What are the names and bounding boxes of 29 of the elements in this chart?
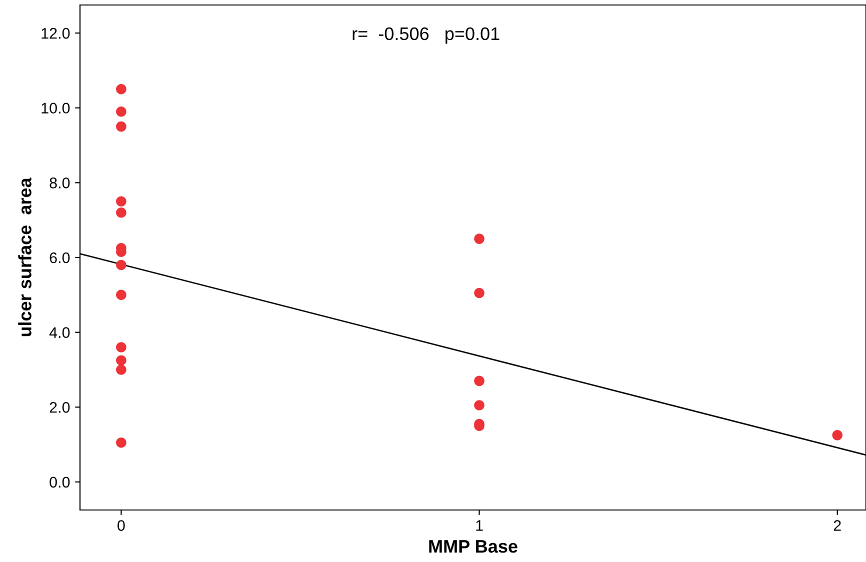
y-tick-label: 8.0: [50, 178, 70, 188]
point: [116, 196, 126, 207]
annotation: r= -0.506 p=0.01: [352, 27, 500, 44]
y-tick-label: 10.0: [42, 102, 70, 114]
point: [474, 288, 484, 298]
y-tick-label: 12.0: [42, 28, 70, 39]
point: [474, 376, 484, 386]
point: [474, 234, 484, 244]
point: [832, 430, 843, 440]
point: [116, 207, 126, 218]
y-tick-label: 6.0: [50, 252, 70, 264]
point: [116, 121, 126, 132]
y-tick-label: 4.0: [49, 327, 70, 338]
point: [116, 355, 126, 366]
point: [116, 364, 126, 375]
point: [116, 438, 126, 448]
point: [116, 260, 126, 270]
y-tick-label: 0.0: [50, 476, 70, 488]
y-axis-title: ulcer surface area: [18, 178, 32, 336]
x-tick-label: 2: [834, 520, 841, 531]
x-axis-title: MMP Base: [429, 540, 518, 553]
point: [474, 400, 484, 410]
point: [116, 342, 126, 352]
point: [116, 84, 126, 94]
x-tick-label: 0: [118, 520, 125, 531]
point: [116, 290, 126, 300]
point: [116, 106, 126, 117]
x-tick-label: 1: [476, 520, 483, 531]
y-tick-label: 2.0: [50, 402, 70, 413]
